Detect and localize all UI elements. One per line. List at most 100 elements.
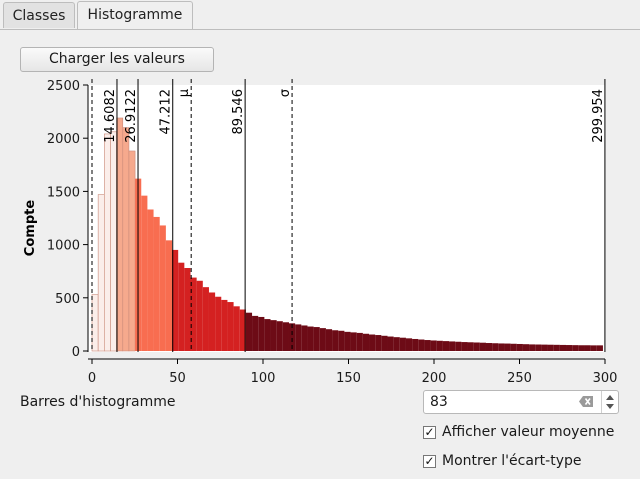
class-break-label: 14.6082	[103, 89, 118, 143]
mean-label: μ	[177, 89, 192, 97]
histogram-bar	[424, 340, 431, 351]
histogram-bar	[369, 334, 376, 351]
histogram-bar	[578, 345, 585, 351]
histogram-bar	[393, 337, 400, 351]
tab-bar: Classes Histogramme	[0, 0, 640, 30]
histogram-bar	[516, 343, 523, 351]
histogram-bar	[387, 336, 394, 351]
histogram-bar	[258, 316, 265, 351]
histogram-bar	[196, 280, 203, 351]
histogram-bar	[128, 150, 136, 352]
histogram-bar	[276, 321, 283, 351]
histogram-bar	[233, 306, 240, 351]
histogram-bar	[535, 344, 542, 351]
histogram-bar	[307, 326, 314, 351]
histogram-bar	[541, 344, 548, 351]
bins-spinbox[interactable]: 83	[423, 390, 619, 414]
histogram-bar	[313, 327, 320, 351]
histogram-bar	[97, 194, 105, 352]
histogram-bar	[172, 249, 179, 351]
x-tick-label: 50	[169, 371, 186, 386]
histogram-bar	[110, 131, 117, 352]
histogram-bar	[504, 343, 511, 351]
x-tick-label: 100	[251, 371, 276, 386]
histogram-bar	[215, 296, 222, 351]
histogram-bar	[190, 277, 197, 351]
histogram-bar	[381, 335, 388, 351]
histogram-bar	[165, 240, 173, 351]
histogram-bar	[449, 341, 456, 351]
x-tick-label: 200	[422, 371, 447, 386]
histogram-bar	[239, 309, 246, 351]
class-break-label: 299.954	[591, 89, 606, 143]
histogram-bar	[122, 127, 130, 352]
histogram-bar	[590, 345, 597, 351]
histogram-bar	[245, 312, 253, 351]
histogram-bar	[430, 340, 437, 351]
y-tick-label: 2500	[47, 79, 80, 94]
histogram-bar	[356, 332, 363, 351]
histogram-bar	[559, 344, 567, 351]
histogram-bar	[301, 325, 308, 351]
histogram-bar	[184, 268, 191, 351]
spin-down-icon[interactable]	[606, 404, 614, 409]
x-tick-label: 250	[507, 371, 532, 386]
spin-up-icon[interactable]	[606, 395, 614, 400]
std-label: σ	[278, 89, 293, 97]
show-mean-checkbox-box[interactable]: ✓	[423, 425, 436, 439]
histogram-bar	[467, 342, 474, 351]
show-std-label: Montrer l'écart-type	[442, 453, 582, 469]
histogram-bar	[522, 344, 530, 351]
histogram-bar	[412, 338, 419, 351]
bins-value[interactable]: 83	[430, 394, 448, 410]
x-tick-label: 300	[593, 371, 618, 386]
histogram-bar	[442, 341, 450, 351]
histogram-bar	[159, 225, 166, 351]
clear-text-icon[interactable]	[579, 396, 593, 407]
histogram-bar	[227, 302, 234, 351]
histogram-bar	[418, 339, 425, 351]
histogram-bar	[202, 287, 209, 351]
histogram-bar	[319, 328, 326, 351]
histogram-bar	[596, 345, 603, 351]
histogram-bar	[350, 332, 357, 351]
show-mean-label: Afficher valeur moyenne	[442, 424, 615, 440]
histogram-bar	[547, 344, 554, 351]
histogram-bar	[479, 342, 486, 351]
histogram-bar	[572, 345, 579, 351]
histogram-bar	[529, 344, 536, 351]
class-break-label: 89.546	[231, 89, 246, 135]
histogram-bar	[295, 324, 302, 351]
histogram-bar	[362, 333, 370, 351]
histogram-bar	[455, 341, 462, 351]
histogram-bar	[461, 342, 468, 351]
histogram-bar	[399, 337, 406, 351]
histogram-bar	[104, 133, 111, 352]
histogram-bar	[221, 299, 228, 351]
histogram-bar	[332, 330, 339, 351]
x-tick-label: 0	[88, 371, 96, 386]
y-axis-label: Compte	[23, 200, 38, 257]
histogram-bar	[492, 343, 499, 351]
histogram-bar	[325, 329, 333, 351]
histogram-bar	[566, 345, 573, 351]
load-values-button[interactable]: Charger les valeurs	[20, 47, 214, 72]
tab-classes[interactable]: Classes	[3, 2, 75, 28]
histogram-bar	[147, 209, 154, 351]
histogram-bar	[91, 294, 99, 352]
y-tick-label: 2000	[47, 132, 80, 147]
y-tick-label: 500	[55, 292, 80, 307]
bins-label: Barres d'histogramme	[20, 394, 176, 410]
histogram-bar	[252, 315, 259, 351]
histogram-bar	[208, 292, 216, 351]
histogram-bar	[375, 335, 382, 351]
class-break-label: 47.212	[159, 89, 174, 135]
histogram-bar	[553, 344, 560, 351]
histogram-bar	[270, 320, 277, 351]
histogram-chart: 0 500 1000 1500 2000 2500 0 50 100 150 200 250 300 Co…	[23, 79, 618, 386]
histogram-bar	[116, 117, 124, 352]
histogram-bar	[338, 330, 345, 351]
spin-arrows	[601, 391, 618, 413]
tab-histogramme[interactable]: Histogramme	[77, 1, 193, 29]
show-std-checkbox-box[interactable]: ✓	[423, 454, 436, 468]
